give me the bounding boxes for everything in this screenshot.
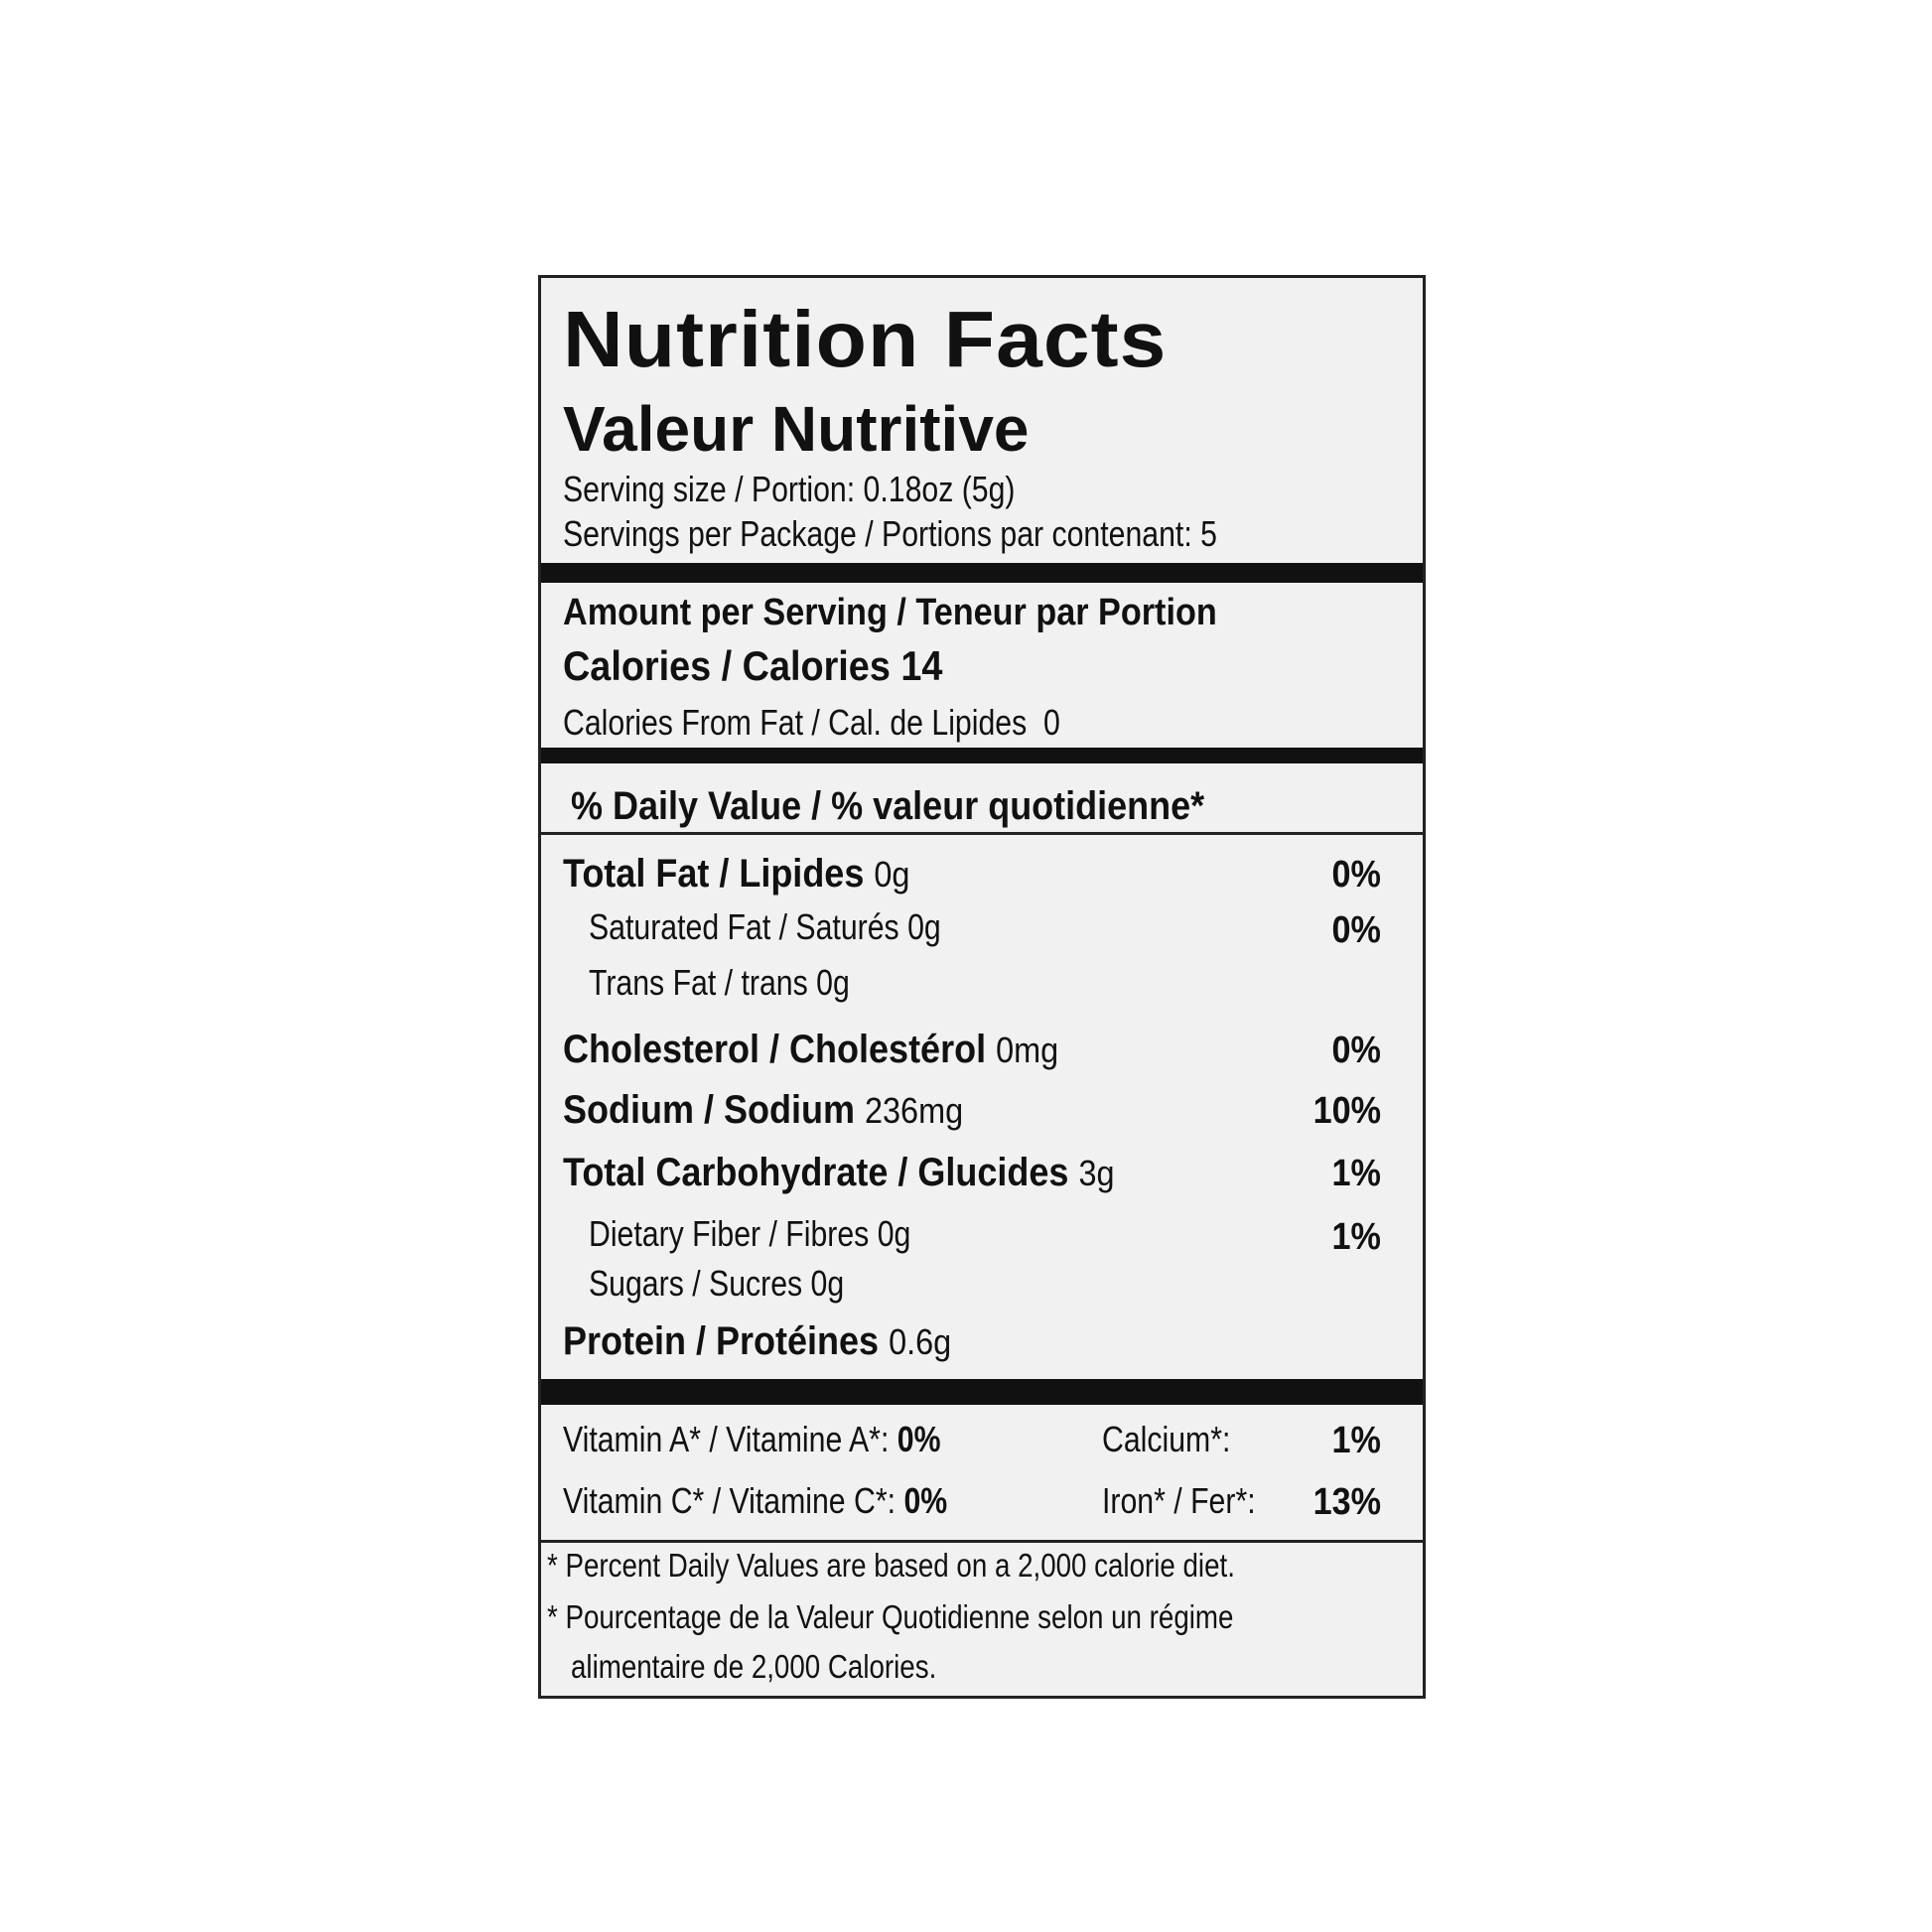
nutrient-daily-value: 1% [1331, 1153, 1381, 1194]
vitamin-a-label: Vitamin A* / Vitamine A*: [563, 1419, 890, 1459]
nutrient-daily-value: 10% [1312, 1090, 1381, 1132]
nutrient-daily-value: 0% [1331, 909, 1381, 951]
vitamin-a-row: Vitamin A* / Vitamine A*: 0% [563, 1422, 940, 1457]
footnote-en: * Percent Daily Values are based on a 2,… [547, 1547, 1235, 1584]
vitamin-c-row: Vitamin C* / Vitamine C*: 0% [563, 1483, 947, 1519]
nutrient-daily-value: 0% [1331, 854, 1381, 896]
title-fr: Valeur Nutritive [563, 393, 1030, 465]
divider-thick [541, 1379, 1423, 1405]
nutrient-amount: 0g [810, 1263, 845, 1304]
amount-per-serving: Amount per Serving / Teneur par Portion [563, 592, 1217, 633]
calcium-label: Calcium*: [1102, 1419, 1231, 1459]
nutrient-label: Saturated Fat / Saturés [589, 906, 899, 947]
daily-value-header: % Daily Value / % valeur quotidienne* [571, 784, 1205, 828]
vitamin-c-label: Vitamin C* / Vitamine C*: [563, 1480, 897, 1521]
footnote-fr: * Pourcentage de la Valeur Quotidienne s… [547, 1598, 1234, 1635]
nutrient-label: Total Fat / Lipides [563, 852, 865, 896]
nutrient-amount: 236mg [865, 1090, 964, 1131]
nutrient-label: Dietary Fiber / Fibres [589, 1213, 870, 1254]
calories-from-fat-label: Calories From Fat / Cal. de Lipides [563, 702, 1028, 743]
divider [541, 1540, 1423, 1543]
nutrient-amount: 0g [874, 854, 910, 895]
nutrient-row: Total Fat / Lipides 0g [563, 854, 909, 894]
nutrient-daily-value: 0% [1331, 1030, 1381, 1071]
calories-from-fat-row: Calories From Fat / Cal. de Lipides 0 [563, 705, 1060, 741]
nutrient-amount: 0.6g [889, 1321, 952, 1362]
calories-value: 14 [900, 642, 943, 689]
nutrient-label: Sugars / Sucres [589, 1263, 803, 1304]
iron-label: Iron* / Fer*: [1102, 1480, 1256, 1521]
nutrient-amount: 0g [907, 906, 941, 947]
title: Nutrition Facts [563, 295, 1168, 383]
nutrient-amount: 0mg [996, 1030, 1059, 1070]
nutrient-row: Cholesterol / Cholestérol 0mg [563, 1030, 1058, 1069]
nutrient-row: Sodium / Sodium 236mg [563, 1090, 963, 1130]
calcium-value: 1% [1331, 1420, 1381, 1461]
vitamin-c-value: 0% [903, 1480, 948, 1521]
vitamin-a-value: 0% [897, 1419, 941, 1459]
footnote-fr-cont: alimentaire de 2,000 Calories. [571, 1648, 937, 1685]
nutrient-row: Protein / Protéines 0.6g [563, 1321, 951, 1361]
calories-row: Calories / Calories 14 [563, 645, 942, 687]
nutrient-row: Saturated Fat / Saturés 0g [589, 909, 941, 945]
nutrient-label: Protein / Protéines [563, 1319, 880, 1363]
servings-per-package: Servings per Package / Portions par cont… [563, 513, 1217, 554]
nutrient-label: Trans Fat / trans [589, 962, 808, 1003]
calories-from-fat-value: 0 [1043, 702, 1060, 743]
nutrient-row: Sugars / Sucres 0g [589, 1266, 844, 1302]
nutrient-amount: 3g [1078, 1153, 1115, 1193]
nutrient-label: Cholesterol / Cholestérol [563, 1028, 987, 1071]
nutrient-row: Dietary Fiber / Fibres 0g [589, 1216, 910, 1252]
nutrient-amount: 0g [816, 962, 850, 1003]
divider-thick [541, 748, 1423, 763]
nutrient-amount: 0g [877, 1213, 911, 1254]
nutrient-daily-value: 1% [1331, 1216, 1381, 1258]
calories-label: Calories / Calories [563, 642, 891, 689]
nutrient-label: Sodium / Sodium [563, 1088, 856, 1132]
nutrient-row: Trans Fat / trans 0g [589, 965, 850, 1001]
iron-value: 13% [1312, 1481, 1381, 1523]
divider-thick [541, 563, 1423, 583]
nutrient-row: Total Carbohydrate / Glucides 3g [563, 1153, 1114, 1192]
nutrient-label: Total Carbohydrate / Glucides [563, 1151, 1069, 1194]
nutrition-facts-label: Nutrition Facts Valeur Nutritive Serving… [538, 275, 1426, 1699]
divider [541, 832, 1423, 835]
serving-size: Serving size / Portion: 0.18oz (5g) [563, 469, 1016, 509]
